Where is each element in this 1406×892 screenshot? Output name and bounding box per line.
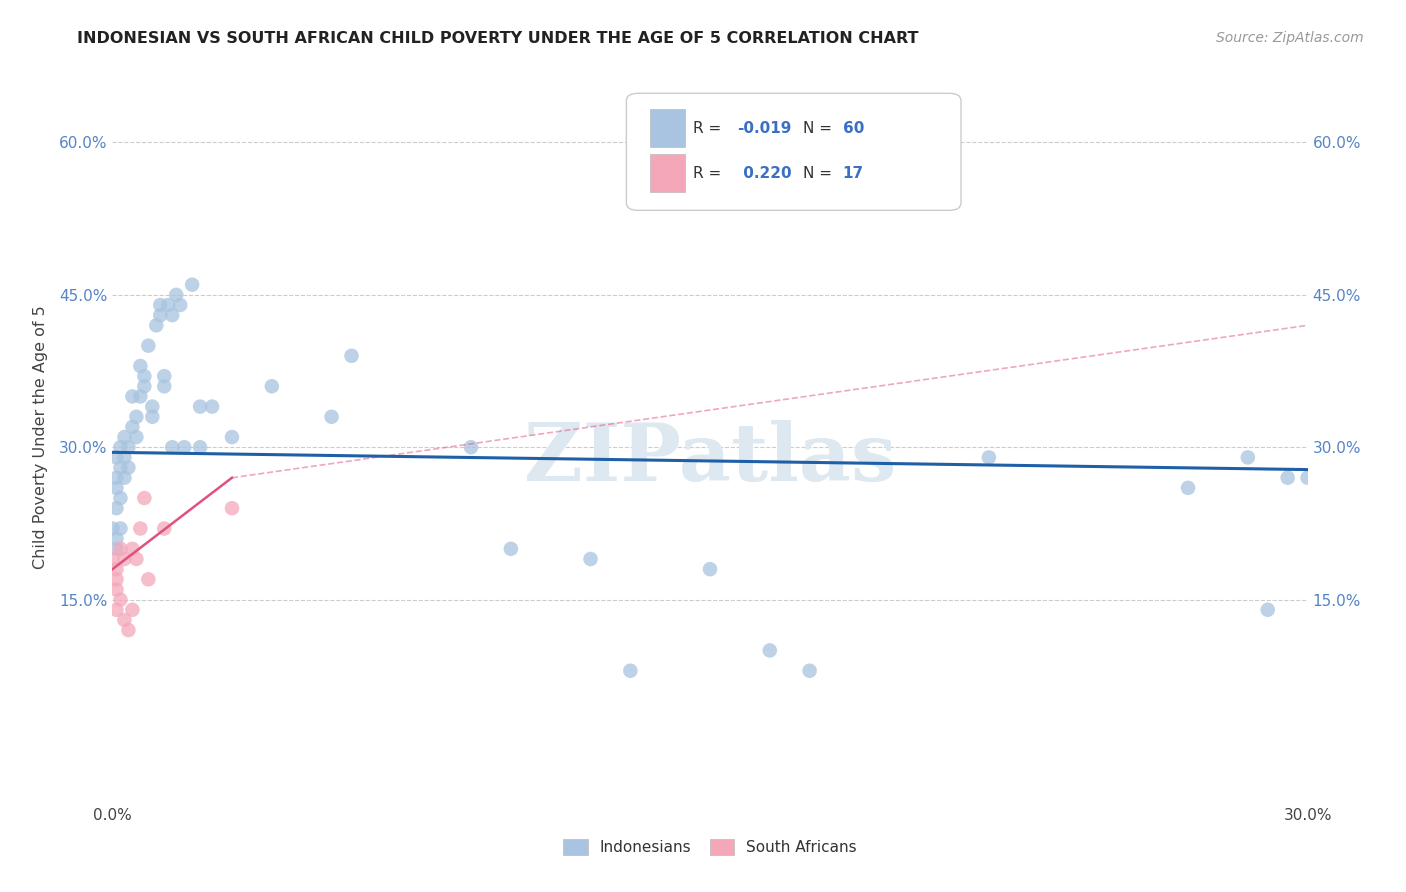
Point [114,471,135,485]
Point [153,521,176,535]
Point [121,603,143,617]
Point [260,379,283,393]
Point [169,298,191,312]
Point [114,430,135,444]
Point [125,409,148,424]
Point [141,400,163,414]
Point [105,562,128,576]
Point [221,430,243,444]
Point [818,186,841,201]
Point [162,308,183,322]
Point [759,643,782,657]
Point [188,400,211,414]
Point [114,450,135,465]
Point [145,318,167,333]
Text: ZIPatlas: ZIPatlas [524,420,896,498]
Point [105,501,128,516]
Text: Source: ZipAtlas.com: Source: ZipAtlas.com [1216,31,1364,45]
FancyBboxPatch shape [627,94,962,211]
Y-axis label: Child Poverty Under the Age of 5: Child Poverty Under the Age of 5 [32,305,48,569]
Text: R =: R = [693,120,727,136]
Point [799,664,821,678]
Point [340,349,363,363]
Point [105,541,128,556]
Point [149,298,172,312]
Point [134,369,156,384]
FancyBboxPatch shape [651,154,685,192]
Point [105,603,128,617]
Point [117,460,139,475]
Point [134,379,156,393]
Point [149,308,172,322]
Text: 60: 60 [842,120,865,136]
Point [125,552,148,566]
Text: N =: N = [803,166,837,181]
Point [499,541,522,556]
Point [162,440,183,454]
Text: 17: 17 [842,166,863,181]
Point [619,664,641,678]
Point [221,501,243,516]
Point [699,562,721,576]
Legend: Indonesians, South Africans: Indonesians, South Africans [557,833,863,861]
Point [117,440,139,454]
Point [181,277,204,292]
Point [105,481,128,495]
Point [110,521,132,535]
Point [125,430,148,444]
Point [110,460,132,475]
Point [138,572,160,586]
Point [153,379,176,393]
Text: -0.019: -0.019 [738,120,792,136]
Point [1296,471,1319,485]
Point [1257,603,1279,617]
FancyBboxPatch shape [651,109,685,147]
Point [101,552,124,566]
Point [321,409,343,424]
Text: N =: N = [803,120,837,136]
Point [105,572,128,586]
Point [121,541,143,556]
Point [121,389,143,403]
Point [114,552,135,566]
Point [165,288,187,302]
Point [579,552,602,566]
Point [105,582,128,597]
Point [110,541,132,556]
Point [110,440,132,454]
Point [101,521,124,535]
Point [129,359,152,373]
Point [157,298,180,312]
Point [110,592,132,607]
Point [173,440,195,454]
Point [105,450,128,465]
Point [121,420,143,434]
Text: 0.220: 0.220 [738,166,792,181]
Point [117,623,139,637]
Point [141,409,163,424]
Text: R =: R = [693,166,727,181]
Point [129,521,152,535]
Point [460,440,482,454]
Point [1277,471,1299,485]
Point [105,532,128,546]
Point [1177,481,1199,495]
Point [129,389,152,403]
Point [114,613,135,627]
Point [153,369,176,384]
Point [134,491,156,505]
Text: INDONESIAN VS SOUTH AFRICAN CHILD POVERTY UNDER THE AGE OF 5 CORRELATION CHART: INDONESIAN VS SOUTH AFRICAN CHILD POVERT… [77,31,920,46]
Point [138,339,160,353]
Point [188,440,211,454]
Point [110,491,132,505]
Point [105,471,128,485]
Point [977,450,1000,465]
Point [1237,450,1260,465]
Point [201,400,224,414]
